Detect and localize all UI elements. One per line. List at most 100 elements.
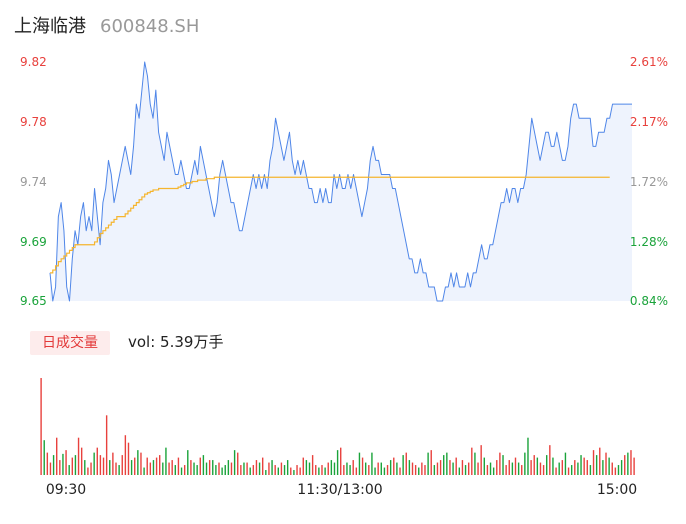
volume-bar bbox=[190, 460, 192, 475]
volume-bar bbox=[205, 462, 208, 475]
volume-bar bbox=[452, 462, 454, 475]
volume-bar bbox=[174, 465, 177, 475]
volume-bar bbox=[43, 440, 45, 475]
volume-bar bbox=[527, 437, 529, 475]
volume-bar bbox=[492, 467, 495, 475]
volume-panel bbox=[40, 378, 635, 475]
volume-bar bbox=[118, 465, 120, 475]
volume-bar bbox=[474, 452, 476, 475]
volume-bar bbox=[71, 457, 74, 475]
volume-bar bbox=[380, 462, 382, 475]
volume-bar bbox=[215, 465, 217, 475]
percent-axis-right: 2.61% 2.17% 1.72% 1.28% 0.84% bbox=[630, 55, 668, 308]
volume-bar bbox=[617, 465, 620, 475]
volume-bar bbox=[349, 465, 351, 475]
volume-bar bbox=[130, 460, 133, 475]
volume-bar bbox=[237, 452, 239, 475]
volume-bar bbox=[93, 452, 95, 475]
volume-bar bbox=[483, 457, 485, 475]
volume-bar bbox=[52, 455, 55, 475]
volume-value: vol: 5.39万手 bbox=[128, 333, 224, 351]
volume-bar bbox=[46, 452, 49, 475]
volume-bar bbox=[165, 447, 167, 475]
volume-bar bbox=[199, 457, 201, 475]
volume-bar bbox=[318, 467, 320, 475]
price-tick-label: 9.78 bbox=[20, 115, 47, 129]
volume-bar bbox=[84, 460, 86, 475]
price-tick-label: 9.69 bbox=[20, 235, 47, 249]
price-tick-label: 9.65 bbox=[20, 294, 47, 308]
volume-bar bbox=[458, 467, 461, 475]
volume-bar bbox=[290, 467, 292, 475]
volume-bar bbox=[212, 460, 214, 475]
volume-bar bbox=[56, 437, 58, 475]
volume-bar bbox=[464, 465, 467, 475]
volume-bar bbox=[343, 465, 345, 475]
volume-bar bbox=[268, 462, 270, 475]
volume-bar bbox=[564, 452, 567, 475]
volume-bar bbox=[308, 462, 311, 475]
volume-badge[interactable]: 日成交量 bbox=[30, 331, 110, 355]
volume-bar bbox=[552, 457, 554, 475]
volume-bar bbox=[471, 447, 473, 475]
volume-bar bbox=[358, 452, 361, 475]
volume-bar bbox=[555, 467, 557, 475]
volume-bar bbox=[271, 460, 273, 475]
volume-bar bbox=[486, 465, 489, 475]
volume-bar bbox=[467, 462, 470, 475]
volume-bar bbox=[233, 450, 236, 475]
volume-bar bbox=[461, 460, 464, 475]
volume-bar bbox=[352, 460, 354, 475]
volume-bar bbox=[436, 462, 439, 475]
volume-bar bbox=[87, 467, 89, 475]
volume-bar bbox=[112, 452, 114, 475]
volume-bar bbox=[315, 465, 317, 475]
volume-bar bbox=[187, 450, 189, 475]
volume-bar bbox=[346, 462, 348, 475]
volume-bar bbox=[218, 462, 220, 475]
volume-bar bbox=[115, 462, 117, 475]
volume-bar bbox=[421, 462, 423, 475]
volume-bar bbox=[361, 457, 364, 475]
volume-bar bbox=[149, 462, 152, 475]
price-panel bbox=[49, 61, 632, 302]
volume-bar bbox=[102, 457, 105, 475]
volume-bar bbox=[159, 455, 161, 475]
volume-bar bbox=[374, 467, 376, 475]
volume-bar bbox=[427, 452, 429, 475]
volume-bar bbox=[65, 450, 67, 475]
volume-bar bbox=[424, 465, 426, 475]
price-axis-left: 9.82 9.78 9.74 9.69 9.65 bbox=[20, 55, 47, 308]
volume-bar bbox=[627, 452, 629, 475]
percent-tick-label: 2.17% bbox=[630, 115, 668, 129]
volume-bar bbox=[62, 453, 64, 475]
volume-bar bbox=[302, 457, 304, 475]
volume-bar bbox=[324, 467, 326, 475]
volume-bar bbox=[533, 455, 535, 475]
volume-bar bbox=[449, 460, 451, 475]
volume-bar bbox=[90, 462, 92, 475]
volume-bar bbox=[539, 462, 542, 475]
volume-bar bbox=[633, 457, 635, 475]
volume-bar bbox=[377, 462, 379, 475]
volume-bar bbox=[340, 447, 342, 475]
volume-bar bbox=[311, 455, 314, 475]
volume-bar bbox=[80, 447, 83, 475]
volume-bar bbox=[508, 460, 510, 475]
volume-bar bbox=[183, 465, 186, 475]
volume-bar bbox=[168, 462, 170, 475]
volume-bar bbox=[146, 457, 148, 475]
volume-bar bbox=[614, 467, 617, 475]
volume-bar bbox=[355, 467, 358, 475]
volume-bar bbox=[221, 467, 223, 475]
volume-bar bbox=[255, 460, 258, 475]
stock-code: 600848.SH bbox=[100, 16, 200, 37]
volume-bar bbox=[327, 462, 329, 475]
volume-bar bbox=[439, 460, 442, 475]
stock-name: 上海临港 bbox=[14, 16, 86, 37]
volume-bar bbox=[546, 455, 548, 475]
volume-bar bbox=[193, 462, 195, 475]
volume-bar bbox=[280, 462, 283, 475]
volume-bar bbox=[443, 455, 445, 475]
volume-bar bbox=[480, 445, 482, 475]
